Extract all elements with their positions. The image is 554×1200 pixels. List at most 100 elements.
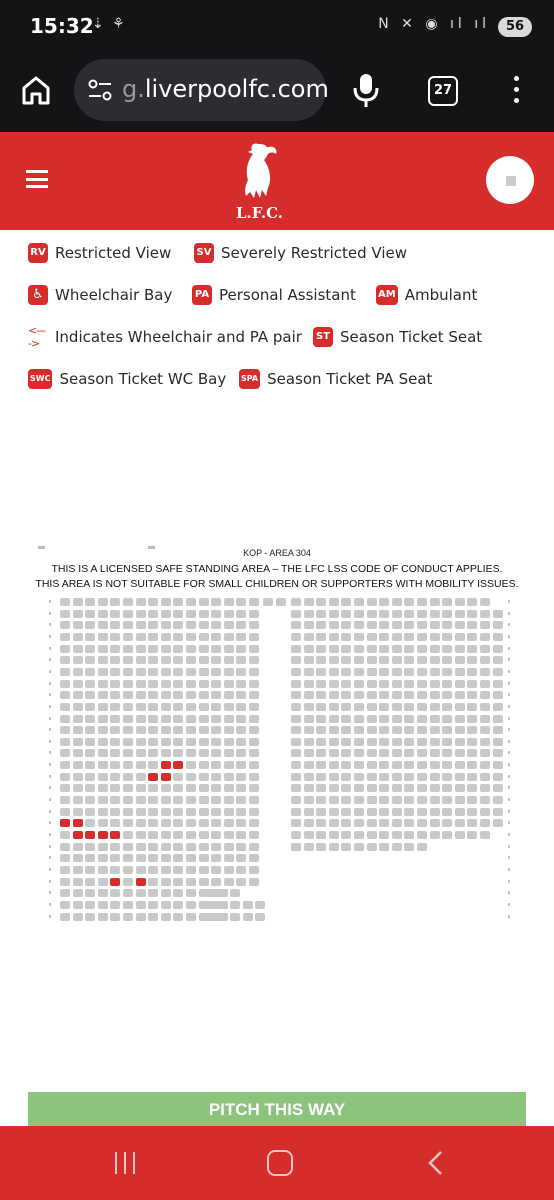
- seat[interactable]: [123, 796, 133, 805]
- seat[interactable]: [454, 714, 465, 723]
- seat[interactable]: [173, 819, 184, 828]
- seat[interactable]: [217, 900, 228, 909]
- seat[interactable]: [60, 796, 70, 805]
- seat[interactable]: [123, 865, 133, 874]
- seat[interactable]: [328, 621, 339, 630]
- seat[interactable]: [223, 621, 234, 630]
- seat[interactable]: [123, 842, 133, 851]
- seat[interactable]: [492, 819, 503, 828]
- seat[interactable]: [454, 749, 465, 758]
- seat[interactable]: [429, 598, 440, 606]
- seat[interactable]: [249, 679, 259, 688]
- seat[interactable]: [160, 632, 171, 641]
- seat[interactable]: [366, 726, 377, 735]
- seat[interactable]: [85, 831, 96, 839]
- seat[interactable]: [442, 644, 453, 653]
- seat[interactable]: [467, 679, 478, 688]
- seat[interactable]: [123, 598, 133, 606]
- seat[interactable]: [454, 621, 465, 630]
- seat[interactable]: [198, 621, 209, 630]
- seat[interactable]: [366, 691, 377, 700]
- seat[interactable]: [429, 632, 440, 641]
- seat[interactable]: [186, 877, 196, 886]
- seat[interactable]: [60, 761, 70, 770]
- seat[interactable]: [60, 609, 70, 618]
- seat[interactable]: [160, 749, 171, 758]
- seat[interactable]: [97, 656, 108, 665]
- seat[interactable]: [341, 726, 352, 735]
- seat[interactable]: [291, 819, 301, 828]
- seat[interactable]: [186, 691, 196, 700]
- seat[interactable]: [291, 679, 301, 688]
- seat[interactable]: [404, 796, 415, 805]
- seat[interactable]: [97, 900, 108, 909]
- seat[interactable]: [328, 737, 339, 746]
- seat[interactable]: [173, 749, 184, 758]
- seat[interactable]: [72, 702, 83, 711]
- seat[interactable]: [198, 691, 209, 700]
- seat[interactable]: [249, 656, 259, 665]
- seat[interactable]: [72, 609, 83, 618]
- seat[interactable]: [379, 679, 390, 688]
- seat[interactable]: [391, 761, 402, 770]
- seat[interactable]: [60, 656, 70, 665]
- seat[interactable]: [236, 854, 247, 863]
- seat[interactable]: [97, 865, 108, 874]
- seat[interactable]: [249, 865, 259, 874]
- seat[interactable]: [173, 679, 184, 688]
- seat[interactable]: [467, 726, 478, 735]
- seat[interactable]: [110, 912, 121, 921]
- seat[interactable]: [492, 679, 503, 688]
- seat[interactable]: [110, 632, 121, 641]
- seat[interactable]: [417, 761, 427, 770]
- seat[interactable]: [492, 609, 503, 618]
- seat[interactable]: [354, 667, 364, 676]
- seat[interactable]: [236, 679, 247, 688]
- seat[interactable]: [249, 609, 259, 618]
- seat[interactable]: [72, 842, 83, 851]
- seat[interactable]: [236, 644, 247, 653]
- seat[interactable]: [173, 737, 184, 746]
- seat[interactable]: [391, 737, 402, 746]
- seat[interactable]: [341, 831, 352, 839]
- seat[interactable]: [354, 784, 364, 793]
- seat[interactable]: [366, 842, 377, 851]
- seat[interactable]: [404, 679, 415, 688]
- seat[interactable]: [123, 772, 133, 781]
- seat[interactable]: [211, 737, 222, 746]
- seat[interactable]: [379, 749, 390, 758]
- seat[interactable]: [249, 598, 259, 606]
- seat[interactable]: [442, 772, 453, 781]
- seat[interactable]: [354, 632, 364, 641]
- seat[interactable]: [236, 702, 247, 711]
- seat[interactable]: [480, 831, 490, 839]
- seat[interactable]: [236, 632, 247, 641]
- seat[interactable]: [85, 912, 96, 921]
- seat[interactable]: [223, 656, 234, 665]
- seat[interactable]: [303, 691, 314, 700]
- seat[interactable]: [467, 831, 478, 839]
- seat[interactable]: [291, 656, 301, 665]
- seat[interactable]: [354, 714, 364, 723]
- seat[interactable]: [173, 912, 184, 921]
- seat[interactable]: [480, 796, 490, 805]
- seat[interactable]: [160, 784, 171, 793]
- seat[interactable]: [123, 761, 133, 770]
- seat[interactable]: [85, 656, 96, 665]
- seat[interactable]: [97, 807, 108, 816]
- seat[interactable]: [236, 819, 247, 828]
- seat[interactable]: [85, 784, 96, 793]
- seat[interactable]: [148, 889, 159, 898]
- seat[interactable]: [249, 749, 259, 758]
- seat[interactable]: [123, 912, 133, 921]
- seat[interactable]: [85, 737, 96, 746]
- seat[interactable]: [85, 819, 96, 828]
- seat[interactable]: [442, 819, 453, 828]
- seat[interactable]: [135, 900, 146, 909]
- seat[interactable]: [135, 749, 146, 758]
- seat[interactable]: [160, 702, 171, 711]
- seat[interactable]: [404, 621, 415, 630]
- seat[interactable]: [291, 598, 301, 606]
- seat[interactable]: [480, 737, 490, 746]
- lfc-crest-logo[interactable]: L.F.C.: [236, 140, 283, 222]
